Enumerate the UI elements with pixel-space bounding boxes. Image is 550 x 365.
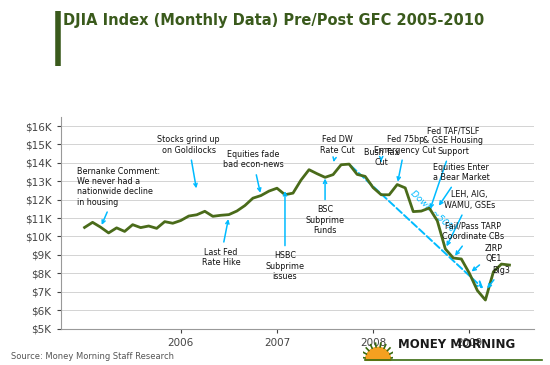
Text: Fed TAF/TSLF
& GSE Housing
Support: Fed TAF/TSLF & GSE Housing Support bbox=[424, 126, 483, 207]
Text: Stocks grind up
on Goldilocks: Stocks grind up on Goldilocks bbox=[157, 135, 220, 187]
Text: Fed DW
Rate Cut: Fed DW Rate Cut bbox=[320, 135, 354, 161]
Text: Last Fed
Rate Hike: Last Fed Rate Hike bbox=[201, 221, 240, 267]
Text: LEH, AIG,
WAMU, GSEs: LEH, AIG, WAMU, GSEs bbox=[444, 191, 495, 245]
Text: Equities fade
bad econ-news: Equities fade bad econ-news bbox=[223, 150, 283, 191]
Text: Big3: Big3 bbox=[488, 266, 510, 287]
Text: MONEY MORNING: MONEY MORNING bbox=[398, 338, 515, 351]
Wedge shape bbox=[365, 347, 391, 360]
Text: ZIRP
QE1: ZIRP QE1 bbox=[473, 244, 502, 270]
Text: Fail/Pass TARP
Coordinate CBs: Fail/Pass TARP Coordinate CBs bbox=[442, 222, 504, 254]
Text: Bernanke Comment:
We never had a
nationwide decline
in housing: Bernanke Comment: We never had a nationw… bbox=[76, 166, 160, 223]
Text: DJIA Index (Monthly Data) Pre/Post GFC 2005-2010: DJIA Index (Monthly Data) Pre/Post GFC 2… bbox=[63, 13, 485, 28]
Text: Source: Money Morning Staff Research: Source: Money Morning Staff Research bbox=[11, 352, 174, 361]
Text: Fed 75bp
Emergency Cut: Fed 75bp Emergency Cut bbox=[375, 135, 436, 180]
Text: Bush Tax
Cut: Bush Tax Cut bbox=[364, 148, 399, 168]
Text: HSBC
Subprime
issues: HSBC Subprime issues bbox=[266, 193, 305, 281]
Text: Down ~50%: Down ~50% bbox=[409, 189, 456, 234]
Text: BSC
Subprime
Funds: BSC Subprime Funds bbox=[306, 180, 344, 235]
Text: Equities Enter
a Bear Market: Equities Enter a Bear Market bbox=[433, 163, 490, 204]
